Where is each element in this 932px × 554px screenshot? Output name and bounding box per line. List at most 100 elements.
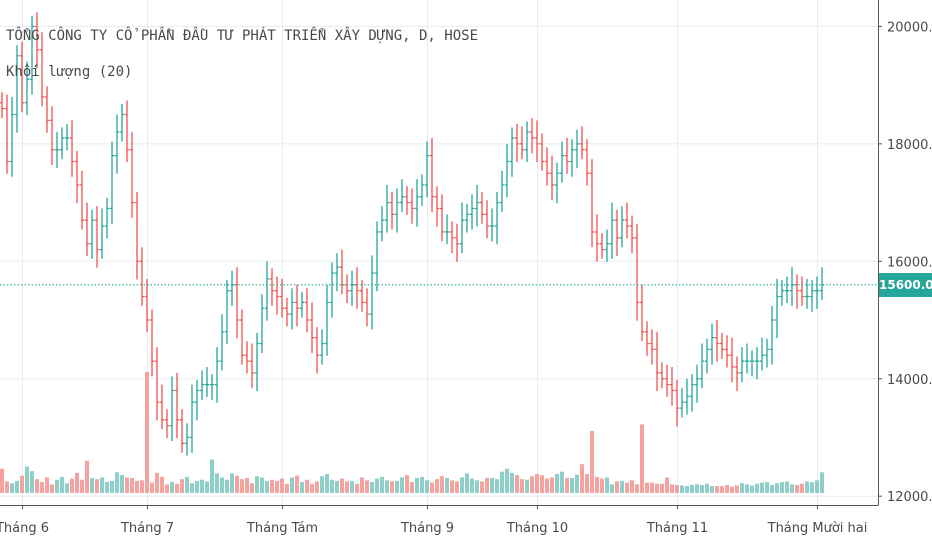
volume-bar: [820, 472, 824, 493]
volume-bar: [460, 477, 464, 493]
x-tick-label: Tháng Mười hai: [767, 521, 868, 536]
volume-bar: [580, 464, 584, 493]
ohlc-bar: [724, 335, 730, 368]
ohlc-bar: [624, 202, 630, 239]
ohlc-bar: [274, 276, 280, 315]
volume-bar: [95, 479, 99, 493]
volume-bar: [790, 484, 794, 493]
ohlc-bar: [689, 374, 695, 412]
volume-bar: [775, 483, 779, 493]
volume-bar: [50, 484, 54, 493]
volume-bar: [60, 476, 64, 493]
x-tick-label: Tháng 7: [120, 521, 174, 536]
volume-bar: [155, 472, 159, 493]
volume-bar: [565, 478, 569, 493]
ohlc-bar: [329, 262, 335, 318]
ohlc-bar: [104, 197, 110, 239]
volume-bar: [220, 477, 224, 493]
volume-bar: [280, 478, 284, 493]
ohlc-bar: [649, 329, 655, 365]
ohlc-bar: [9, 96, 15, 177]
volume-bar: [275, 480, 279, 493]
ohlc-bar: [44, 86, 50, 133]
volume-bar: [620, 480, 624, 493]
volume-bar: [625, 482, 629, 493]
ohlc-bar: [704, 338, 710, 374]
volume-bar: [445, 478, 449, 493]
ohlc-bar: [119, 103, 125, 142]
volume-bar: [555, 473, 559, 493]
x-tick-label: Tháng Tám: [246, 521, 318, 536]
volume-bar: [760, 482, 764, 493]
ohlc-bar: [544, 147, 550, 186]
volume-bar: [475, 480, 479, 493]
volume-bar: [260, 477, 264, 493]
volume-bar: [615, 481, 619, 493]
volume-bar: [240, 479, 244, 493]
ohlc-bar: [349, 270, 355, 306]
y-tick-label: 14000.0: [887, 373, 932, 388]
volume-bar: [230, 473, 234, 493]
ohlc-bar: [514, 123, 520, 163]
volume-bar: [715, 486, 719, 493]
ohlc-bar: [549, 155, 555, 201]
ohlc-bar: [769, 305, 775, 365]
ohlc-bar: [419, 174, 425, 207]
ohlc-bar: [149, 309, 155, 377]
ohlc-bar: [644, 321, 650, 356]
ohlc-bar: [759, 337, 765, 371]
volume-bar: [695, 484, 699, 493]
ohlc-bar: [39, 32, 45, 107]
volume-bar: [730, 486, 734, 493]
volume-bar: [385, 480, 389, 493]
volume-bar: [355, 483, 359, 493]
volume-bar: [485, 478, 489, 493]
volume-bar: [105, 482, 109, 493]
volume-bar: [600, 478, 604, 493]
ohlc-bar: [554, 162, 560, 204]
ohlc-bar: [754, 347, 760, 380]
ohlc-bar: [249, 343, 255, 389]
ohlc-bar: [4, 94, 10, 174]
volume-bar: [380, 476, 384, 493]
ohlc-bar: [594, 214, 600, 262]
volume-bar: [745, 484, 749, 493]
ohlc-bar: [694, 364, 700, 403]
ohlc-bar: [789, 267, 795, 306]
ohlc-bar: [289, 288, 295, 330]
ohlc-bar: [474, 184, 480, 227]
y-tick-label: 18000.0: [887, 138, 932, 153]
volume-bar: [545, 478, 549, 493]
ohlc-bar: [734, 356, 740, 392]
ohlc-bar: [244, 341, 250, 374]
volume-bar: [435, 479, 439, 493]
ohlc-bar: [719, 332, 725, 359]
ohlc-bar: [749, 350, 755, 377]
volume-bar: [525, 479, 529, 493]
volume-bar: [300, 482, 304, 493]
ohlc-bar: [314, 327, 320, 374]
ohlc-bar: [259, 294, 265, 353]
volume-bar: [145, 372, 149, 493]
volume-bar: [10, 483, 14, 493]
ohlc-bar: [109, 141, 115, 224]
ohlc-bar: [714, 320, 720, 362]
ohlc-bar: [29, 15, 35, 95]
volume-bar: [30, 471, 34, 493]
volume-bar: [75, 472, 79, 493]
ohlc-bar: [114, 114, 120, 174]
volume-bar: [795, 484, 799, 493]
volume-bar: [150, 482, 154, 493]
ohlc-bar: [254, 332, 260, 392]
volume-bar: [250, 483, 254, 493]
last-price-label: 15600.0: [879, 273, 932, 297]
volume-bar: [690, 484, 694, 493]
volume-bar: [680, 485, 684, 493]
ohlc-bar: [494, 192, 500, 245]
volume-bar: [440, 476, 444, 493]
volume-bar: [725, 484, 729, 493]
volume-bar: [70, 478, 74, 493]
volume-bar: [685, 486, 689, 493]
x-tick-label: Tháng 11: [646, 521, 708, 536]
volume-bar: [315, 481, 319, 493]
